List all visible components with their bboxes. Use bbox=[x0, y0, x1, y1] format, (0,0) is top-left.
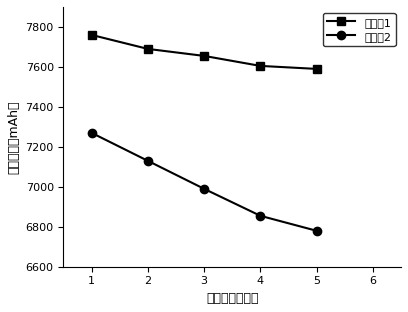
电池组2 bbox=[258, 214, 263, 218]
电池组1 bbox=[89, 33, 94, 37]
Line: 电池组2: 电池组2 bbox=[87, 129, 321, 235]
电池组1 bbox=[202, 54, 206, 58]
Line: 电池组1: 电池组1 bbox=[87, 31, 321, 73]
电池组2 bbox=[314, 229, 319, 233]
电池组2 bbox=[202, 187, 206, 191]
电池组1 bbox=[258, 64, 263, 68]
X-axis label: 循环次数（次）: 循环次数（次） bbox=[206, 292, 259, 305]
电池组2 bbox=[145, 159, 150, 163]
Y-axis label: 放电容量（mAh）: 放电容量（mAh） bbox=[7, 100, 20, 173]
Legend: 电池组1, 电池组2: 电池组1, 电池组2 bbox=[323, 12, 395, 46]
电池组2 bbox=[89, 131, 94, 135]
电池组1 bbox=[314, 67, 319, 71]
电池组1 bbox=[145, 47, 150, 51]
